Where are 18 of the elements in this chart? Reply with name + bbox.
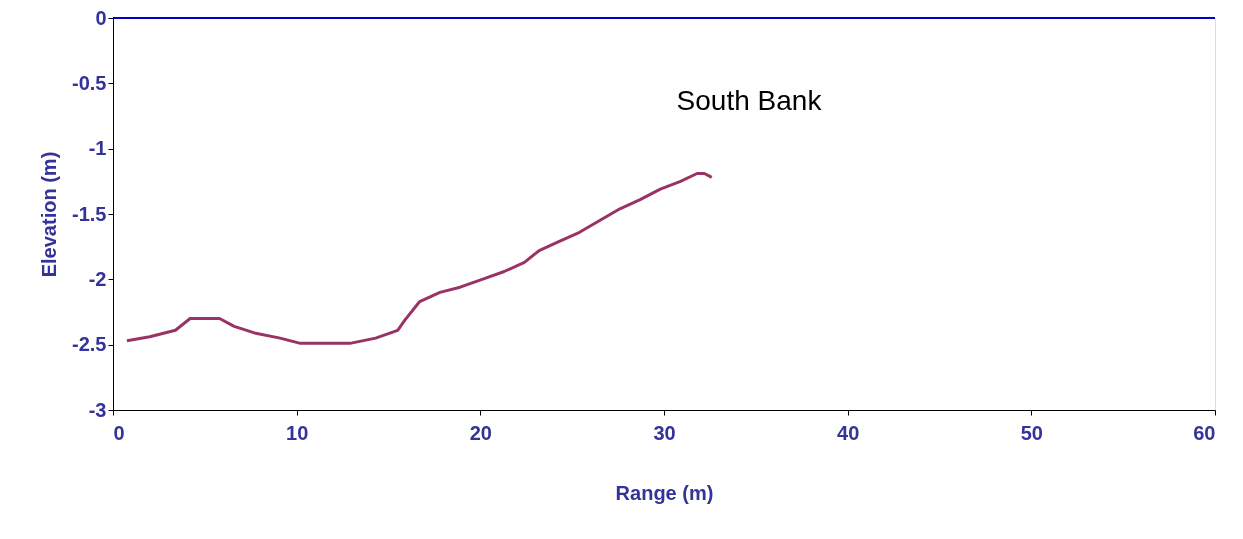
x-tick-label: 0 bbox=[113, 421, 125, 444]
x-tick-label: 30 bbox=[653, 421, 676, 444]
y-tick-label: -3 bbox=[88, 398, 107, 421]
x-axis-title: Range (m) bbox=[615, 481, 714, 504]
x-tick-label: 50 bbox=[1020, 421, 1043, 444]
x-tick-label: 20 bbox=[469, 421, 492, 444]
y-tick-label: 0 bbox=[95, 6, 107, 29]
annotation: South Bank bbox=[676, 85, 823, 116]
x-tick-label: 40 bbox=[837, 421, 860, 444]
y-axis-title: Elevation (m) bbox=[38, 151, 61, 278]
y-tick-label: -1 bbox=[88, 137, 107, 160]
line-series bbox=[125, 171, 714, 345]
y-tick-label: -1.5 bbox=[72, 202, 107, 225]
y-tick-label: -0.5 bbox=[72, 71, 107, 94]
y-tick-label: -2 bbox=[88, 267, 107, 290]
y-tick-label: -2.5 bbox=[72, 333, 107, 356]
x-tick-label: 60 bbox=[1193, 421, 1216, 444]
x-tick-label: 10 bbox=[286, 421, 309, 444]
